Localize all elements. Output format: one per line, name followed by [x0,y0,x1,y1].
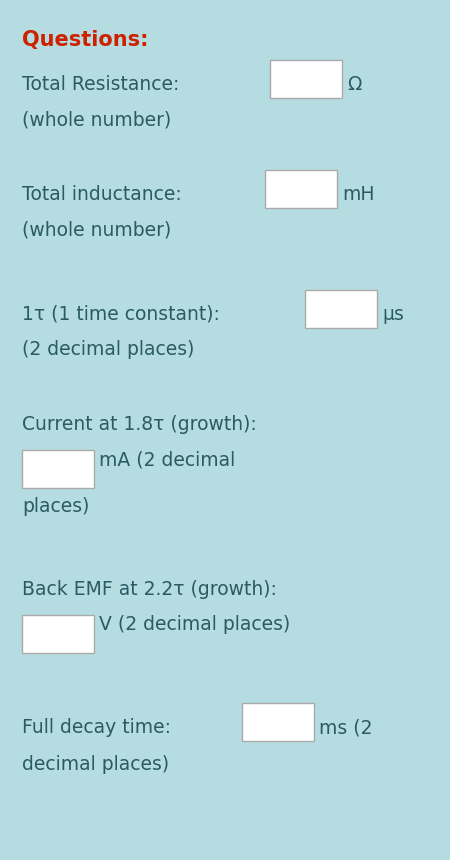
FancyBboxPatch shape [305,290,377,328]
Text: (whole number): (whole number) [22,110,171,129]
FancyBboxPatch shape [270,60,342,98]
FancyBboxPatch shape [22,615,94,653]
Text: μs: μs [382,305,404,324]
FancyBboxPatch shape [242,703,314,741]
FancyBboxPatch shape [22,450,94,488]
Text: decimal places): decimal places) [22,755,169,774]
FancyBboxPatch shape [265,170,337,208]
Text: mH: mH [342,185,374,204]
Text: places): places) [22,497,90,516]
Text: Questions:: Questions: [22,30,149,50]
Text: Current at 1.8τ (growth):: Current at 1.8τ (growth): [22,415,257,434]
Text: 1τ (1 time constant):: 1τ (1 time constant): [22,305,220,324]
Text: Back EMF at 2.2τ (growth):: Back EMF at 2.2τ (growth): [22,580,277,599]
Text: (whole number): (whole number) [22,220,171,239]
Text: V (2 decimal places): V (2 decimal places) [99,615,290,634]
Text: Total Resistance:: Total Resistance: [22,75,180,94]
Text: Total inductance:: Total inductance: [22,185,182,204]
Text: (2 decimal places): (2 decimal places) [22,340,194,359]
Text: mA (2 decimal: mA (2 decimal [99,450,235,469]
Text: Full decay time:: Full decay time: [22,718,171,737]
Text: Ω: Ω [347,75,361,94]
Text: ms (2: ms (2 [319,718,373,737]
